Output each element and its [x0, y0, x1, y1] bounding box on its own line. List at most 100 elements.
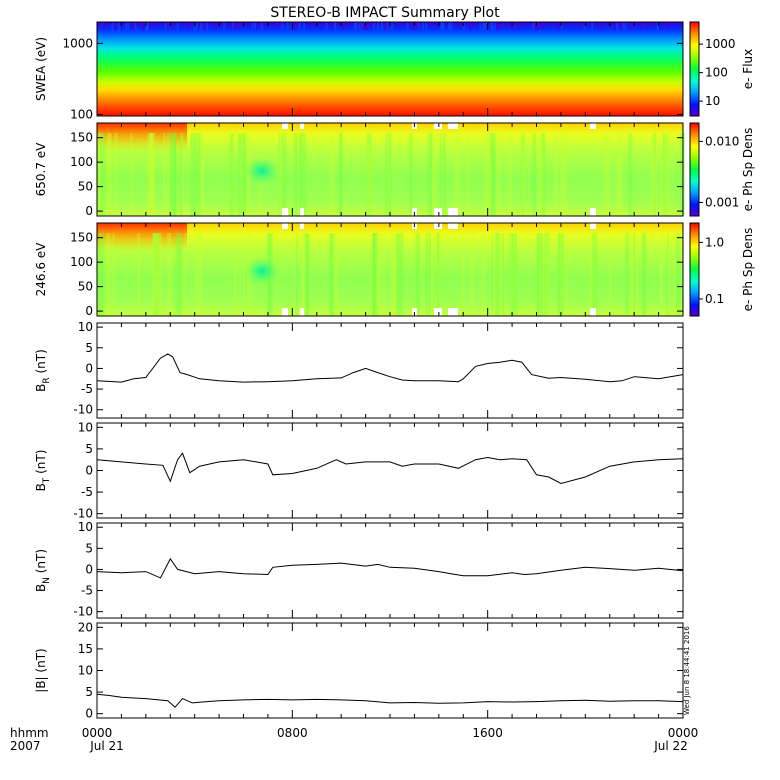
colorbar-1 — [689, 21, 700, 117]
heatmap-2-stripe — [231, 133, 234, 216]
heatmap-1-stripe — [143, 22, 146, 30]
heatmap-3-stripe — [137, 233, 141, 316]
heatmap-1-stripe — [640, 22, 643, 30]
heatmap-2-stripe — [440, 133, 442, 216]
heatmap-2-stripe — [490, 133, 494, 216]
y-tick-label: 50 — [78, 280, 93, 294]
heatmap-3-stripe — [330, 233, 333, 316]
heatmap-1-stripe — [558, 22, 561, 30]
heatmap-2-stripe — [603, 133, 607, 216]
heatmap-3-gap — [448, 308, 458, 316]
heatmap-3-stripe — [659, 233, 664, 316]
y-axis-label-6: BN (nT) — [34, 549, 52, 592]
heatmap-2-stripe — [523, 133, 526, 216]
heatmap-1-stripe — [450, 22, 453, 30]
heatmap-2-stripe — [199, 133, 205, 216]
heatmap-2-stripe — [99, 133, 104, 216]
line-series-6 — [96, 557, 684, 579]
heatmap-3-stripe — [152, 233, 157, 316]
heatmap-2-stripe — [427, 133, 432, 216]
y-tick-label: 10 — [78, 320, 93, 334]
heatmap-1-stripe — [233, 22, 236, 30]
heatmap-3-stripe — [558, 233, 565, 316]
heatmap-3-stripe — [372, 233, 376, 316]
heatmap-1-stripe — [325, 22, 328, 30]
panel-frame-6 — [96, 522, 684, 619]
heatmap-3-stripe — [99, 233, 102, 316]
heatmap-3-stripe — [636, 233, 639, 316]
heatmap-2-stripe — [107, 133, 110, 216]
heatmap-1-stripe — [334, 22, 337, 30]
heatmap-2-stripe — [442, 133, 446, 216]
heatmap-2-stripe — [606, 133, 611, 216]
heatmap-1-stripe — [142, 22, 145, 30]
heatmap-3-stripe — [239, 233, 241, 316]
heatmap-3-stripe — [499, 233, 504, 316]
heatmap-1-stripe — [616, 22, 619, 30]
heatmap-1-stripe — [255, 22, 258, 30]
timestamp-stamp: Wed Jun 8 18:44:41 2016 — [683, 626, 691, 715]
heatmap-2-stripe — [150, 133, 154, 216]
colorbar-tick-label: 100 — [705, 66, 728, 80]
heatmap-3-stripe — [495, 233, 500, 316]
heatmap-2-stripe — [387, 133, 391, 216]
heatmap-3-stripe — [105, 233, 111, 316]
heatmap-2-stripe — [521, 133, 526, 216]
heatmap-2-stripe — [147, 133, 150, 216]
y-tick-label: 20 — [78, 620, 93, 634]
y-tick-label: 0 — [85, 464, 93, 478]
heatmap-1-stripe — [483, 22, 486, 30]
y-axis-label-3: 246.6 eV — [34, 242, 48, 297]
heatmap-3-stripe — [633, 233, 636, 316]
heatmap-1-stripe — [386, 22, 389, 30]
heatmap-1-stripe — [498, 22, 501, 30]
heatmap-1-stripe — [195, 22, 198, 30]
heatmap-1-stripe — [214, 22, 217, 30]
heatmap-1-stripe — [624, 22, 627, 30]
heatmap-3-stripe — [234, 233, 237, 316]
heatmap-2-stripe — [457, 133, 461, 216]
y-tick-label: -5 — [81, 382, 93, 396]
heatmap-3-gap — [448, 223, 458, 229]
heatmap-1-stripe — [532, 22, 535, 30]
time-tick-label: 0000 — [668, 726, 699, 740]
colorbar-label: e- Ph Sp Dens — [741, 228, 755, 312]
heatmap-2-stripe — [150, 133, 154, 216]
heatmap-2-stripe — [507, 133, 513, 216]
heatmap-1-stripe — [614, 22, 617, 30]
panel-frame-7 — [96, 622, 684, 719]
heatmap-1-stripe — [254, 22, 256, 30]
heatmap-3-stripe — [565, 233, 568, 316]
heatmap-1-stripe — [441, 22, 444, 30]
colorbar-label: e- Flux — [741, 49, 755, 89]
y-tick-label: 10 — [78, 420, 93, 434]
heatmap-1-stripe — [149, 22, 152, 30]
heatmap-3-stripe — [673, 233, 676, 316]
colorbar-tick-label: 1.0 — [705, 235, 724, 249]
y-tick-label: 5 — [85, 685, 93, 699]
heatmap-3-stripe — [666, 233, 669, 316]
y-tick-label: -5 — [81, 584, 93, 598]
heatmap-3-stripe — [470, 233, 475, 316]
heatmap-2-stripe — [151, 133, 155, 216]
heatmap-3-stripe — [676, 233, 680, 316]
heatmap-3-stripe — [609, 233, 612, 316]
heatmap-3-stripe — [592, 233, 598, 316]
heatmap-1-stripe — [381, 22, 384, 30]
heatmap-3-stripe — [426, 233, 429, 316]
heatmap-2-stripe — [616, 133, 623, 216]
heatmap-3-stripe — [625, 233, 629, 316]
heatmap-1-stripe — [356, 22, 359, 30]
heatmap-1-stripe — [469, 22, 472, 30]
heatmap-2-gap — [300, 208, 304, 216]
heatmap-2-spot — [244, 157, 280, 185]
heatmap-2-stripe — [239, 133, 242, 216]
heatmap-1-stripe — [583, 22, 586, 30]
heatmap-2-stripe — [106, 133, 112, 216]
heatmap-3-stripe — [512, 233, 518, 316]
heatmap-1-stripe — [622, 22, 625, 30]
heatmap-2-gap — [448, 208, 458, 216]
heatmap-1-stripe — [164, 22, 167, 30]
heatmap-3-gap — [434, 223, 442, 229]
heatmap-2-stripe — [237, 133, 243, 216]
